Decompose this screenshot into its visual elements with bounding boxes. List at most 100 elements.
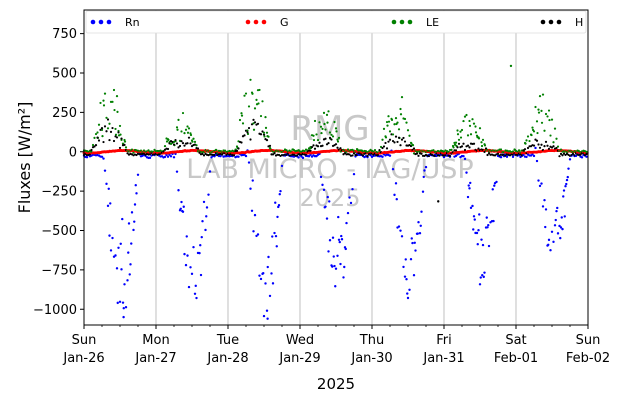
point-le xyxy=(186,131,190,134)
point-le xyxy=(244,92,248,95)
point-rn xyxy=(417,220,420,224)
point-le xyxy=(123,140,127,143)
point-h xyxy=(348,153,351,156)
point-rn xyxy=(334,285,337,288)
point-h xyxy=(382,145,386,148)
point-le xyxy=(411,144,415,147)
point-h xyxy=(249,138,252,141)
point-rn xyxy=(333,264,336,268)
point-rn xyxy=(424,165,428,169)
point-rn xyxy=(486,226,489,229)
point-le xyxy=(453,143,457,146)
point-le xyxy=(312,138,316,142)
point-le xyxy=(251,92,254,95)
point-rn xyxy=(547,238,551,242)
point-h xyxy=(437,200,440,203)
point-rn xyxy=(116,301,119,305)
point-h xyxy=(400,138,404,141)
point-rn xyxy=(552,240,555,244)
point-rn xyxy=(114,254,117,257)
watermark-line-2: LAB MICRO - IAG/USP xyxy=(186,154,473,185)
point-h xyxy=(321,144,324,147)
point-h xyxy=(454,149,458,152)
point-h xyxy=(457,142,461,145)
point-h xyxy=(232,154,236,157)
point-rn xyxy=(381,155,384,158)
point-le xyxy=(499,148,503,151)
point-h xyxy=(585,152,588,156)
point-le xyxy=(457,138,461,141)
point-le xyxy=(257,102,260,105)
y-tick-label: −1000 xyxy=(33,303,77,318)
point-h xyxy=(111,126,114,130)
point-le xyxy=(537,111,541,114)
point-le xyxy=(246,129,249,132)
point-h xyxy=(201,152,204,155)
point-le xyxy=(524,142,527,145)
point-rn xyxy=(337,215,340,219)
point-h xyxy=(412,147,416,150)
point-h xyxy=(135,153,138,157)
point-h xyxy=(394,135,398,138)
point-rn xyxy=(202,200,206,204)
point-rn xyxy=(404,258,407,261)
point-h xyxy=(415,152,419,155)
point-le xyxy=(100,128,104,132)
point-rn xyxy=(481,243,485,247)
point-rn xyxy=(251,179,254,182)
point-h xyxy=(106,118,110,121)
data-points xyxy=(82,64,589,320)
y-tick-label: 750 xyxy=(52,27,77,42)
point-h xyxy=(550,146,554,149)
x-tick-label-day: Sat xyxy=(505,333,526,348)
point-rn xyxy=(102,157,105,160)
point-rn xyxy=(274,234,278,238)
point-le xyxy=(114,127,117,131)
point-le xyxy=(526,135,530,138)
point-rn xyxy=(182,205,185,208)
point-le xyxy=(153,148,156,151)
plot-area xyxy=(84,10,588,325)
point-h xyxy=(462,142,465,145)
point-le xyxy=(406,129,410,132)
point-h xyxy=(123,143,126,147)
point-h xyxy=(181,142,185,145)
point-h xyxy=(174,138,177,142)
point-rn xyxy=(487,244,491,248)
point-rn xyxy=(279,189,282,193)
point-h xyxy=(334,143,338,146)
point-le xyxy=(103,92,107,95)
point-rn xyxy=(244,154,248,158)
point-h xyxy=(403,140,407,143)
point-le xyxy=(400,96,404,99)
point-le xyxy=(460,128,464,132)
gridlines xyxy=(155,10,517,325)
point-h xyxy=(178,144,182,148)
point-h xyxy=(94,144,98,147)
point-rn xyxy=(547,243,550,247)
point-rn xyxy=(85,156,89,159)
point-rn xyxy=(344,247,347,251)
point-rn xyxy=(420,210,423,213)
x-axis-label: 2025 xyxy=(317,375,355,393)
point-h xyxy=(253,121,257,124)
point-rn xyxy=(412,274,416,277)
legend-marker xyxy=(548,19,554,25)
point-le xyxy=(102,99,105,102)
point-rn xyxy=(264,282,267,285)
point-le xyxy=(387,115,390,118)
point-rn xyxy=(463,157,467,161)
point-rn xyxy=(473,218,476,221)
point-rn xyxy=(328,200,331,203)
point-le xyxy=(585,150,588,153)
point-rn xyxy=(550,230,554,233)
point-h xyxy=(93,145,96,148)
point-le xyxy=(396,121,399,124)
point-rn xyxy=(262,314,266,318)
point-rn xyxy=(324,205,327,208)
point-le xyxy=(333,120,336,124)
point-rn xyxy=(540,182,543,185)
point-h xyxy=(559,152,563,155)
point-le xyxy=(483,144,487,147)
y-tick-label: 250 xyxy=(52,106,77,121)
